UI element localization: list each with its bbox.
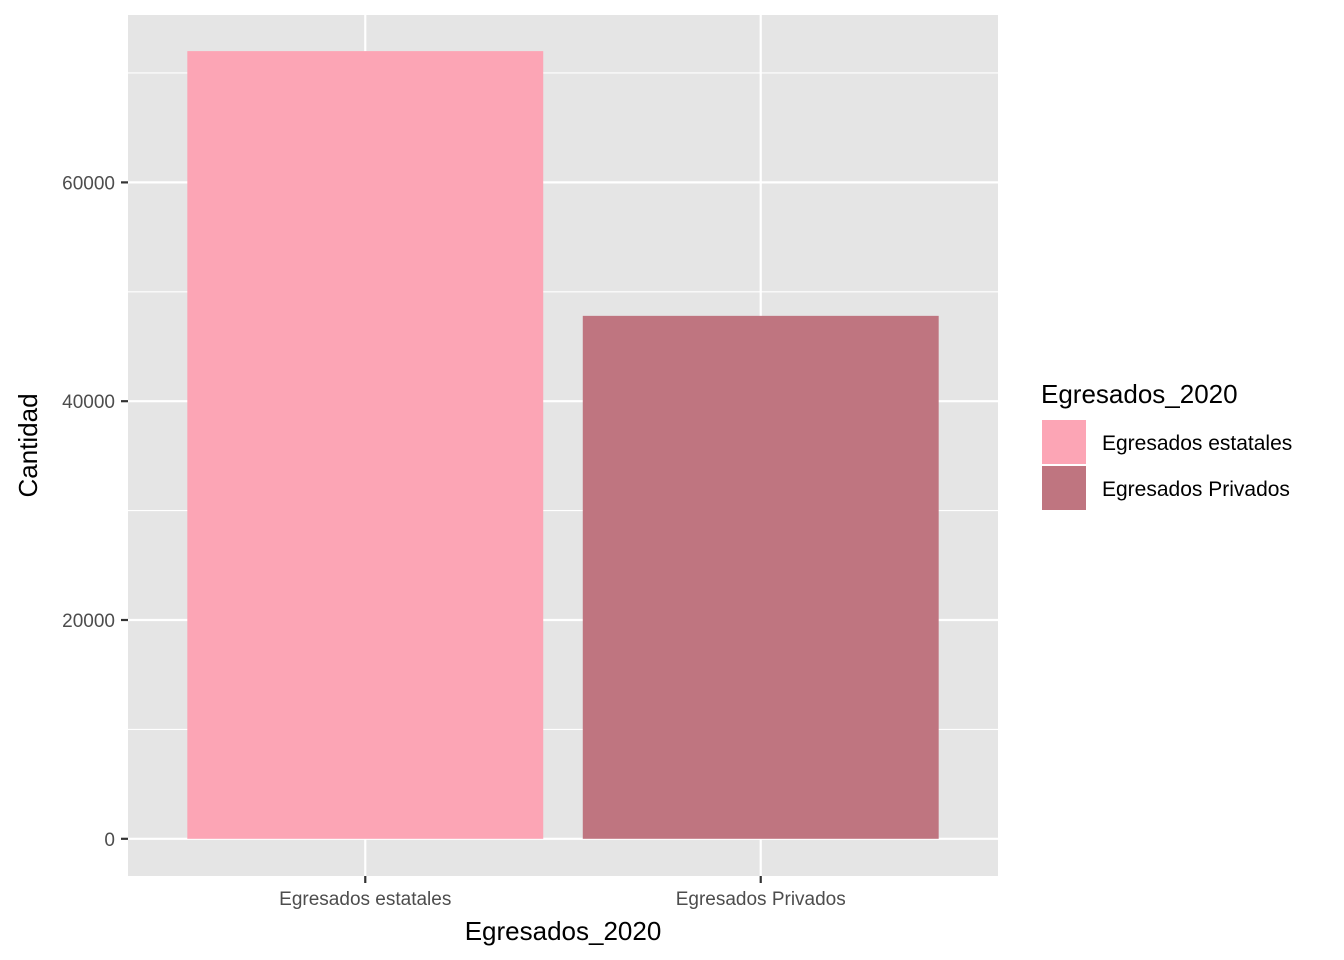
x-tick-label: Egresados Privados bbox=[676, 889, 846, 910]
y-tick-label: 20000 bbox=[62, 611, 115, 632]
legend-label: Egresados Privados bbox=[1102, 478, 1290, 501]
legend-title: Egresados_2020 bbox=[1041, 379, 1238, 409]
legend-label: Egresados estatales bbox=[1102, 432, 1292, 455]
y-tick-label: 0 bbox=[104, 830, 115, 851]
y-tick-label: 40000 bbox=[62, 392, 115, 413]
legend-key bbox=[1040, 464, 1088, 512]
y-tick-label: 60000 bbox=[62, 173, 115, 194]
x-axis: Egresados estatales Egresados Privados bbox=[279, 876, 846, 910]
y-axis-title: Cantidad bbox=[13, 393, 43, 497]
y-axis: 0 20000 40000 60000 bbox=[62, 173, 128, 851]
legend-key bbox=[1040, 418, 1088, 466]
bar-estatales bbox=[187, 51, 544, 839]
bars bbox=[187, 51, 939, 839]
legend: Egresados_2020 Egresados estatales Egresa… bbox=[1040, 379, 1292, 512]
x-tick-label: Egresados estatales bbox=[279, 889, 451, 910]
bar-privados bbox=[582, 315, 939, 839]
x-axis-title: Egresados_2020 bbox=[465, 916, 662, 946]
